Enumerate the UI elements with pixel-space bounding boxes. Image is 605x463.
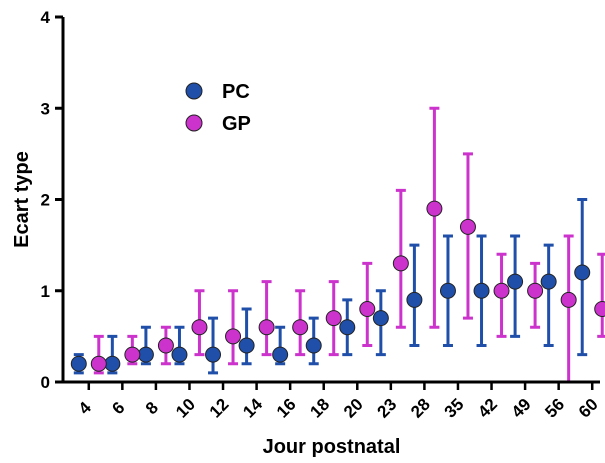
y-tick-label: 0 [41, 373, 50, 392]
point-pc [272, 346, 289, 363]
point-pc [205, 346, 222, 363]
x-tick-label: 28 [407, 395, 434, 422]
error-bars-layer [73, 106, 605, 382]
x-tick-label: 49 [508, 395, 535, 422]
x-tick-label: 42 [474, 395, 501, 422]
x-axis-title: Jour postnatal [263, 436, 401, 458]
point-pc [104, 355, 121, 372]
x-tick-label: 20 [340, 395, 367, 422]
point-pc [439, 282, 456, 299]
point-pc [507, 273, 524, 290]
x-tick-label: 16 [273, 395, 300, 422]
legend-marker-gp [185, 114, 203, 132]
point-pc [574, 264, 591, 281]
x-tick-label: 60 [575, 395, 602, 422]
data-points-layer [70, 200, 605, 372]
x-tick-label: 6 [108, 398, 128, 418]
y-tick-label: 4 [41, 8, 51, 27]
x-tick-label: 8 [142, 398, 162, 418]
x-tick-label: 14 [239, 394, 266, 421]
point-gp [560, 291, 577, 308]
legend: PC GP [185, 81, 251, 135]
point-gp [392, 255, 409, 272]
point-gp [325, 310, 342, 327]
x-tick-label: 35 [441, 395, 468, 422]
point-gp [527, 282, 544, 299]
point-gp [426, 200, 443, 217]
x-tick-label: 23 [374, 395, 401, 422]
point-gp [493, 282, 510, 299]
point-gp [225, 328, 242, 345]
point-pc [473, 282, 490, 299]
point-gp [359, 301, 376, 317]
point-pc [406, 291, 423, 308]
point-pc [70, 355, 87, 372]
point-gp [157, 337, 174, 354]
point-gp [258, 319, 275, 336]
point-gp [594, 301, 605, 317]
x-tick-label: 56 [541, 395, 568, 422]
point-gp [90, 355, 107, 372]
legend-label-gp: GP [222, 113, 251, 135]
y-tick-label: 2 [41, 191, 50, 210]
y-tick-label: 1 [41, 282, 50, 301]
x-tick-label: 4 [75, 398, 96, 419]
y-ticks: 0 1 2 3 4 [41, 8, 63, 392]
point-pc [238, 337, 255, 354]
point-pc [171, 346, 188, 363]
x-tick-label: 18 [306, 395, 333, 422]
x-tick-label: 10 [172, 395, 199, 422]
point-pc [305, 337, 322, 354]
point-pc [372, 310, 389, 327]
legend-marker-pc [185, 82, 203, 100]
legend-label-pc: PC [222, 81, 250, 103]
point-gp [124, 346, 141, 363]
x-ticks: 4 6 8 10 12 14 16 18 20 23 28 35 42 49 56 60 [75, 382, 602, 422]
y-axis-title: Ecart type [11, 151, 33, 248]
x-tick-label: 12 [206, 395, 233, 422]
point-pc [137, 346, 154, 363]
point-pc [339, 319, 356, 336]
point-gp [191, 319, 208, 336]
point-pc [540, 273, 557, 290]
point-gp [292, 319, 309, 336]
y-tick-label: 3 [41, 99, 50, 118]
point-gp [459, 218, 476, 235]
